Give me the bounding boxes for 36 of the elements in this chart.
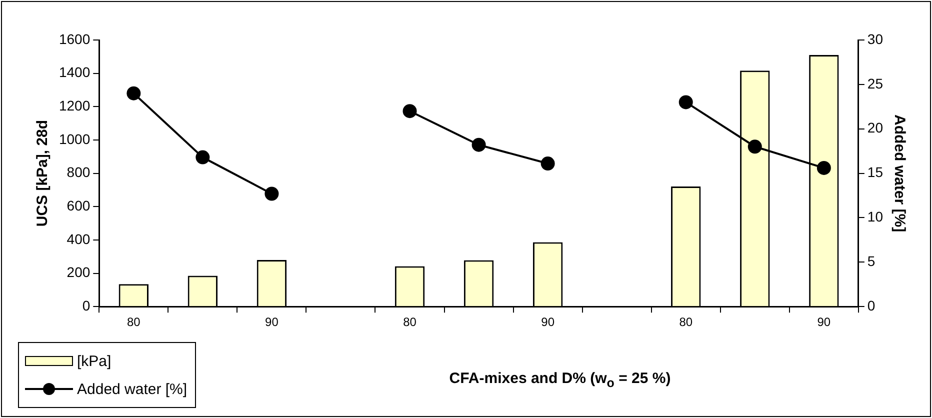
y-tick-label: 200: [66, 264, 90, 280]
y2-tick-label: 25: [867, 75, 884, 92]
point: [472, 138, 486, 152]
y2-tick-label: 5: [867, 253, 876, 270]
y-tick-label: 0: [82, 297, 90, 314]
y-axis-title: UCS [kPa], 28d: [34, 120, 52, 227]
x-tick-label: 90: [541, 315, 555, 330]
y2-axis-title: Added water [%]: [890, 114, 908, 232]
x-axis-title: CFA-mixes and D% (w$_{o}$ = 25 %): [448, 370, 672, 390]
y-tick-label: 1400: [58, 64, 90, 80]
point: [816, 160, 831, 175]
point: [540, 156, 555, 171]
point: [402, 104, 417, 118]
point: [196, 150, 210, 164]
x-tick-label: 90: [265, 315, 279, 330]
y2-tick-label: 20: [867, 120, 884, 136]
point: [678, 95, 693, 110]
y-tick-label: 1200: [58, 98, 90, 114]
y-tick-label: 1600: [58, 30, 90, 47]
x-tick-label: 80: [126, 315, 141, 330]
y-tick-label: 800: [66, 164, 90, 180]
y-tick-label: 600: [66, 197, 90, 214]
y-tick-label: 400: [66, 230, 90, 247]
y-tick-label: 1000: [58, 130, 90, 147]
y2-tick-label: 15: [867, 164, 884, 180]
legend-label: Added water [%]: [77, 380, 188, 398]
point: [126, 86, 141, 100]
legend-label: [kPa]: [77, 352, 112, 370]
point: [264, 186, 279, 201]
x-tick-label: 90: [817, 315, 831, 330]
x-tick-label: 80: [403, 315, 417, 330]
y2-tick-label: 30: [867, 30, 884, 47]
x-tick-label: 80: [679, 315, 693, 330]
y2-tick-label: 10: [867, 208, 884, 225]
y2-tick-label: 0: [867, 297, 876, 314]
point: [748, 140, 762, 154]
